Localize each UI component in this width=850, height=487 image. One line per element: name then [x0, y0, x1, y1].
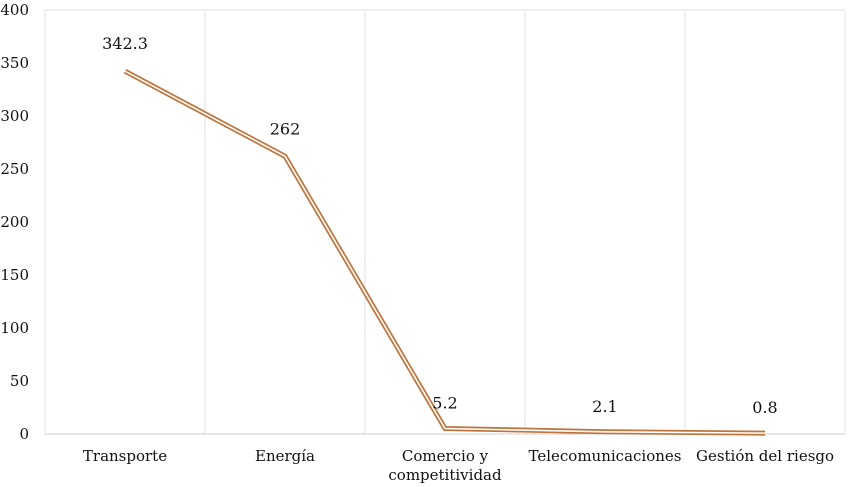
data-labels: 342.3 262 5.2 2.1 0.8 [102, 34, 778, 417]
y-tick-label: 0 [19, 425, 29, 443]
data-label: 342.3 [102, 34, 148, 53]
data-label: 0.8 [752, 398, 777, 417]
chart-grid [44, 9, 846, 434]
y-tick-label: 100 [0, 319, 29, 337]
data-label: 2.1 [592, 397, 617, 416]
x-tick-label: Comercio y [402, 447, 489, 465]
y-tick-label: 350 [0, 54, 29, 72]
y-tick-label: 150 [0, 266, 29, 284]
data-label: 262 [270, 119, 301, 138]
series-lines [123, 68, 766, 436]
x-tick-label: Transporte [83, 447, 167, 465]
x-tick-label: Telecomunicaciones [529, 447, 682, 465]
series-line [123, 68, 766, 436]
x-tick-label: Energía [255, 447, 315, 465]
data-label: 5.2 [432, 393, 457, 412]
x-tick-label: competitividad [388, 466, 502, 484]
y-tick-label: 400 [0, 1, 29, 19]
x-axis-ticks: Transporte Energía Comercio ycompetitivida… [83, 447, 834, 484]
y-tick-label: 300 [0, 107, 29, 125]
x-tick-label: Gestión del riesgo [696, 447, 834, 465]
y-tick-label: 250 [0, 160, 29, 178]
y-tick-label: 200 [0, 213, 29, 231]
y-tick-label: 50 [10, 372, 29, 390]
series-line-core [124, 70, 766, 434]
y-axis-ticks: 0 50 100 150 200 250 300 350 400 [0, 1, 29, 443]
